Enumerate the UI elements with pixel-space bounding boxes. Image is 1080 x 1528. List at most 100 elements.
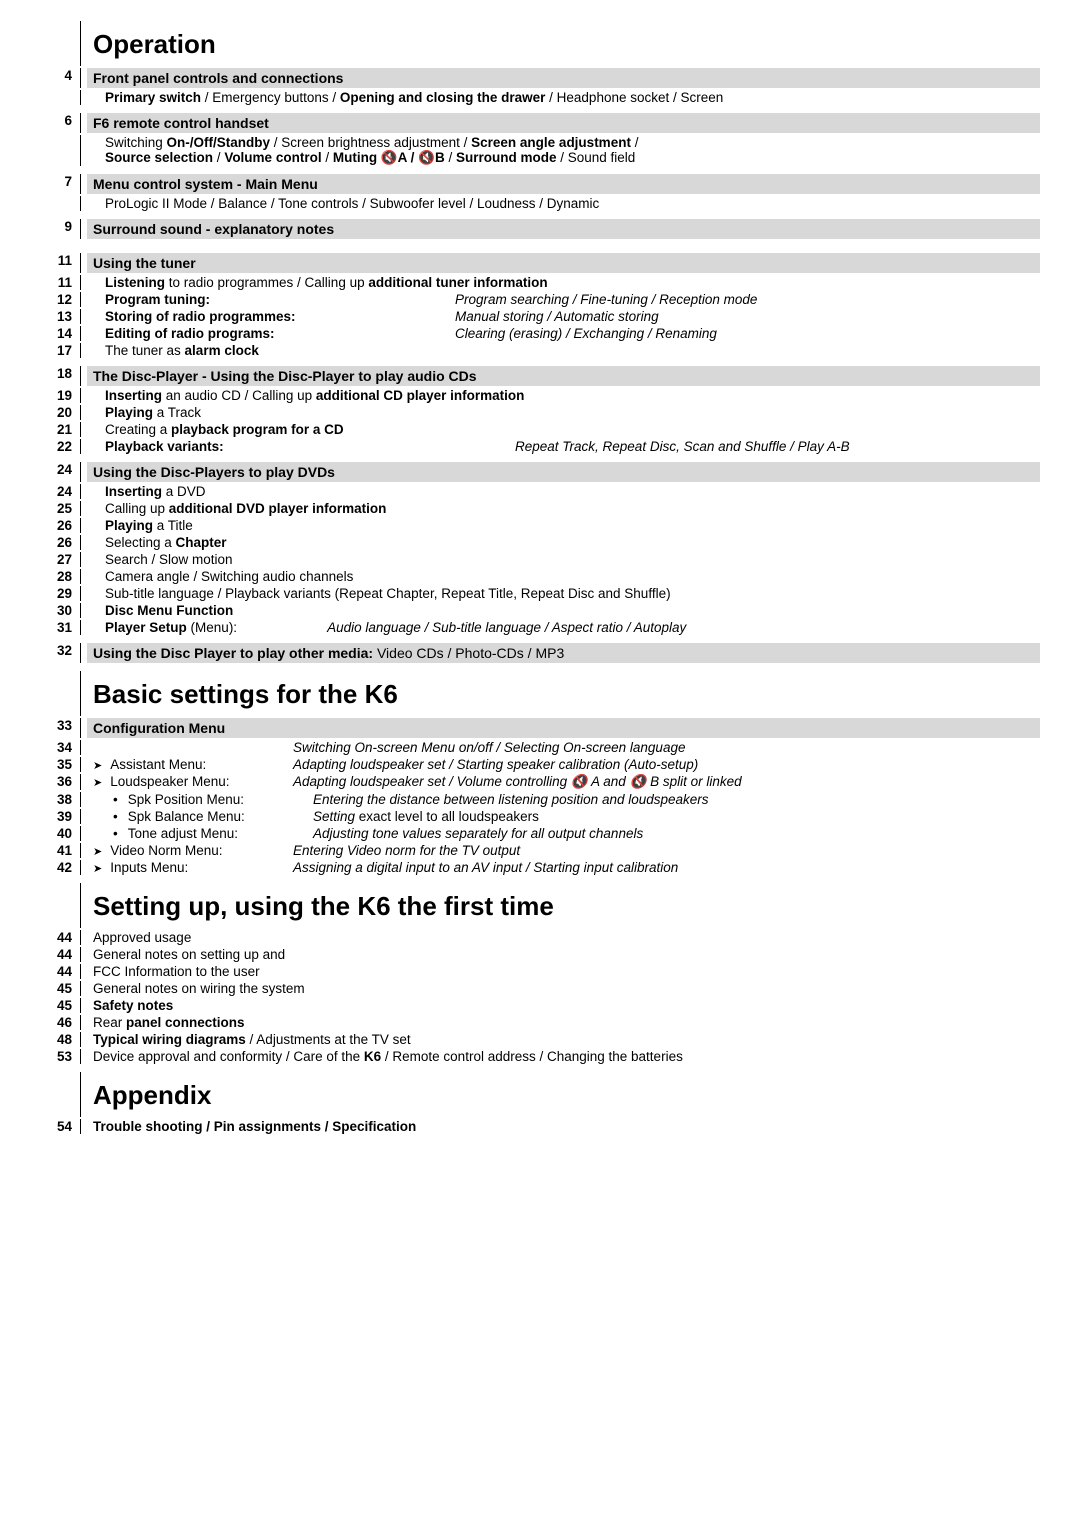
text: Storing of radio programmes:	[105, 309, 296, 324]
row-number: 44	[40, 947, 80, 962]
text: Playback variants:	[105, 439, 224, 454]
text: exact level to all loudspeakers	[355, 809, 539, 824]
text: Creating a	[105, 422, 171, 437]
text: additional tuner information	[368, 275, 547, 290]
text: a Title	[153, 518, 193, 533]
content: Spk Position Menu:Entering the distance …	[80, 792, 1040, 807]
text: to radio programmes / Calling up	[165, 275, 368, 290]
toc-row: 22 Playback variants:Repeat Track, Repea…	[40, 438, 1040, 455]
text: Playing	[105, 518, 153, 533]
bullet-icon	[113, 792, 128, 807]
toc-row: Switching On-/Off/Standby / Screen brigh…	[40, 134, 1040, 167]
section-band: Using the Disc Player to play other medi…	[87, 643, 1040, 663]
text: Assigning a digital input to an AV input…	[293, 860, 678, 875]
speaker-icon: 🔇	[630, 774, 647, 789]
toc-row: Primary switch / Emergency buttons / Ope…	[40, 89, 1040, 106]
content: Menu control system - Main Menu	[80, 174, 1040, 194]
row-number: 32	[40, 643, 80, 658]
content: Search / Slow motion	[80, 552, 1040, 567]
content: Playback variants:Repeat Track, Repeat D…	[80, 439, 1040, 454]
arrow-icon: Loudspeaker Menu:	[93, 774, 293, 790]
text: Muting	[333, 150, 381, 165]
text: Chapter	[176, 535, 227, 550]
row-number: 35	[40, 757, 80, 772]
row-number: 54	[40, 1119, 80, 1134]
toc-row: 6 F6 remote control handset	[40, 112, 1040, 134]
toc-row: 32 Using the Disc Player to play other m…	[40, 642, 1040, 664]
text: Switching On-screen Menu on/off / Select…	[293, 740, 685, 755]
content: Rear panel connections	[80, 1015, 1040, 1030]
text: Trouble shooting / Pin assignments / Spe…	[93, 1119, 416, 1134]
text: Loudspeaker Menu:	[110, 774, 229, 789]
toc-row: 45 Safety notes	[40, 997, 1040, 1014]
row-number: 41	[40, 843, 80, 858]
toc-row: 12 Program tuning:Program searching / Fi…	[40, 291, 1040, 308]
content: Selecting a Chapter	[80, 535, 1040, 550]
heading-basic-settings: Basic settings for the K6	[93, 679, 1040, 710]
row-number: 4	[40, 68, 80, 83]
row-number: 53	[40, 1049, 80, 1064]
row-number: 20	[40, 405, 80, 420]
row-number: 33	[40, 718, 80, 733]
text: Clearing (erasing) / Exchanging / Renami…	[455, 326, 717, 341]
row-number: 17	[40, 343, 80, 358]
toc-row: ProLogic II Mode / Balance / Tone contro…	[40, 195, 1040, 212]
row-number: 26	[40, 535, 80, 550]
content: Device approval and conformity / Care of…	[80, 1049, 1040, 1064]
text: Volume control	[224, 150, 321, 165]
toc-row: 26 Playing a Title	[40, 517, 1040, 534]
text: Surround mode	[456, 150, 557, 165]
content: Appendix	[80, 1072, 1040, 1117]
text: Setting	[313, 809, 355, 824]
text: / Emergency buttons /	[201, 90, 340, 105]
content: Trouble shooting / Pin assignments / Spe…	[80, 1119, 1040, 1134]
content: Program tuning:Program searching / Fine-…	[80, 292, 1040, 307]
row-number: 26	[40, 518, 80, 533]
content: Editing of radio programs: Clearing (eras…	[80, 326, 1040, 341]
toc-row: 39 Spk Balance Menu:Setting exact level …	[40, 808, 1040, 825]
content: The tuner as alarm clock	[80, 343, 1040, 358]
toc-row: 41 Video Norm Menu:Entering Video norm f…	[40, 842, 1040, 859]
text: General notes on wiring the system	[93, 981, 305, 996]
text: Listening	[105, 275, 165, 290]
text: Camera angle / Switching audio channels	[105, 569, 353, 584]
content: Inserting a DVD	[80, 484, 1040, 499]
text: Entering the distance between listening …	[313, 792, 709, 807]
text: /	[445, 150, 456, 165]
arrow-icon: Inputs Menu:	[93, 860, 293, 875]
text: Editing of radio programs:	[105, 326, 275, 341]
content: Basic settings for the K6	[80, 671, 1040, 716]
toc-row: 19 Inserting an audio CD / Calling up ad…	[40, 387, 1040, 404]
toc-row: 29 Sub-title language / Playback variant…	[40, 585, 1040, 602]
row-number: 44	[40, 930, 80, 945]
text: Manual storing / Automatic storing	[455, 309, 659, 324]
text: Switching	[105, 135, 167, 150]
row-number: 24	[40, 484, 80, 499]
content: Switching On-screen Menu on/off / Select…	[80, 740, 1040, 755]
text: B	[435, 150, 445, 165]
toc-row: 44 General notes on setting up and	[40, 946, 1040, 963]
arrow-icon: Assistant Menu:	[93, 757, 293, 772]
row-number: 30	[40, 603, 80, 618]
toc-row: 54 Trouble shooting / Pin assignments / …	[40, 1118, 1040, 1135]
content: Tone adjust Menu:Adjusting tone values s…	[80, 826, 1040, 841]
toc-row: 46 Rear panel connections	[40, 1014, 1040, 1031]
toc-row: 11 Listening to radio programmes / Calli…	[40, 274, 1040, 291]
row-number: 36	[40, 774, 80, 789]
text: /	[631, 135, 639, 150]
toc-row: 42 Inputs Menu:Assigning a digital input…	[40, 859, 1040, 876]
content: Inserting an audio CD / Calling up addit…	[80, 388, 1040, 403]
content: Disc Menu Function	[80, 603, 1040, 618]
text: Disc Menu Function	[105, 603, 233, 618]
text: playback program for a CD	[171, 422, 344, 437]
row-number: 12	[40, 292, 80, 307]
toc-row: 30 Disc Menu Function	[40, 602, 1040, 619]
heading-row: Basic settings for the K6	[40, 670, 1040, 717]
content: Video Norm Menu:Entering Video norm for …	[80, 843, 1040, 858]
text: Program tuning:	[105, 292, 210, 307]
row-number: 40	[40, 826, 80, 841]
content: Using the Disc-Players to play DVDs	[80, 462, 1040, 482]
text: additional DVD player information	[169, 501, 387, 516]
row-number: 31	[40, 620, 80, 635]
toc-row: 31 Player Setup (Menu):Audio language / …	[40, 619, 1040, 636]
